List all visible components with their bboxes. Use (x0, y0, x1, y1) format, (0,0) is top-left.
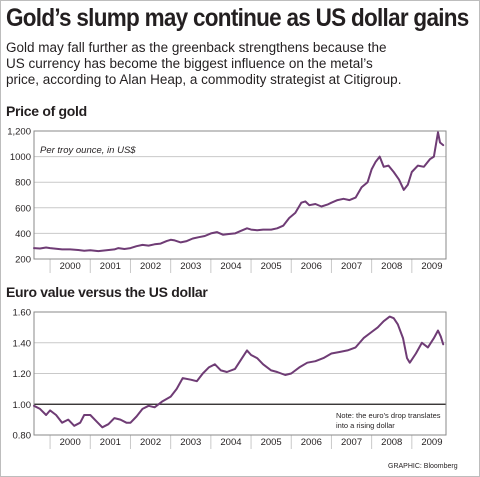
x-tick-label: 2008 (381, 437, 402, 448)
gold-chart-title: Price of gold (6, 103, 87, 119)
x-tick-label: 2002 (140, 261, 161, 272)
euro-chart-note: Note: the euro’s drop translates into a r… (336, 411, 441, 430)
x-tick-label: 2001 (100, 437, 121, 448)
euro-dollar-chart: 0.80 1.00 1.20 1.40 1.60 2000 2001 2002 2003 2004… (13, 308, 447, 449)
euro-chart-title: Euro value versus the US dollar (6, 284, 208, 300)
x-tick-label: 2007 (341, 261, 362, 272)
y-tick-label: 1000 (10, 152, 31, 163)
series-line (33, 131, 445, 253)
y-tick-label: 1.00 (13, 400, 32, 411)
intro-line: price, according to Alan Heap, a commodi… (6, 72, 402, 87)
x-tick-label: 2006 (301, 261, 322, 272)
x-tick-label: 2006 (301, 437, 322, 448)
y-tick-label: 800 (15, 178, 31, 189)
intro-line: US currency has become the biggest influ… (6, 56, 373, 71)
x-tick-label: 2004 (220, 261, 241, 272)
x-tick-label: 2003 (180, 261, 201, 272)
x-tick-label: 2002 (140, 437, 161, 448)
x-tick-label: 2005 (261, 437, 282, 448)
series-line (33, 315, 445, 429)
y-tick-label: 1.40 (13, 338, 32, 349)
plot-area (34, 131, 446, 259)
x-tick-label: 2000 (60, 437, 81, 448)
y-tick-label: 200 (15, 255, 31, 266)
x-tick-label: 2009 (421, 437, 442, 448)
x-tick-label: 2009 (421, 261, 442, 272)
intro-text: Gold may fall further as the greenback s… (6, 40, 476, 88)
headline: Gold’s slump may continue as US dollar g… (6, 4, 469, 32)
y-tick-label: 1.20 (13, 369, 32, 380)
gold-price-chart: 200 400 600 800 1000 1,200 2000 2001 2002 2003 200… (7, 127, 447, 273)
x-tick-label: 2008 (381, 261, 402, 272)
x-tick-label: 2005 (261, 261, 282, 272)
plot-frame (33, 130, 447, 260)
graphic-credit: GRAPHIC: Bloomberg (388, 463, 458, 470)
x-tick-label: 2000 (60, 261, 81, 272)
x-tick-label: 2007 (341, 437, 362, 448)
intro-line: Gold may fall further as the greenback s… (6, 40, 387, 55)
y-tick-label: 1.60 (13, 308, 32, 319)
plot-frame (33, 311, 447, 436)
y-tick-label: 1,200 (7, 127, 31, 138)
y-tick-label: 400 (15, 229, 31, 240)
x-tick-label: 2003 (180, 437, 201, 448)
y-tick-label: 0.80 (13, 431, 32, 442)
x-tick-label: 2004 (220, 437, 241, 448)
gold-chart-unit-note: Per troy ounce, in US$ (40, 145, 136, 156)
y-tick-label: 600 (15, 203, 31, 214)
x-tick-label: 2001 (100, 261, 121, 272)
